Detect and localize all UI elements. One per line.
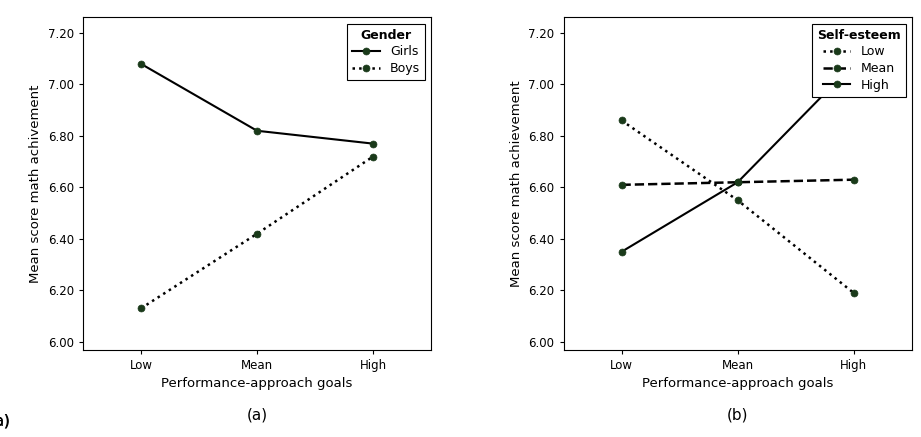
Line: Boys: Boys bbox=[137, 153, 377, 312]
Text: (b): (b) bbox=[0, 413, 11, 428]
Mean bbox=[616, 182, 627, 187]
Boys bbox=[251, 231, 262, 236]
Legend: Girls, Boys: Girls, Boys bbox=[347, 24, 425, 80]
Legend: Low, Mean, High: Low, Mean, High bbox=[811, 24, 905, 97]
Girls bbox=[251, 128, 262, 133]
Boys bbox=[367, 154, 379, 159]
Low bbox=[732, 198, 743, 203]
Mean bbox=[848, 177, 859, 182]
High bbox=[848, 61, 859, 66]
Line: Low: Low bbox=[618, 117, 857, 296]
High bbox=[732, 180, 743, 185]
Y-axis label: Mean score math achivement: Mean score math achivement bbox=[29, 84, 42, 283]
Mean bbox=[732, 180, 743, 185]
Line: Mean: Mean bbox=[618, 176, 857, 188]
High bbox=[616, 249, 627, 254]
Text: (a): (a) bbox=[247, 408, 268, 423]
Girls bbox=[135, 61, 146, 66]
Line: High: High bbox=[618, 60, 857, 255]
X-axis label: Performance-approach goals: Performance-approach goals bbox=[642, 377, 834, 390]
X-axis label: Performance-approach goals: Performance-approach goals bbox=[161, 377, 353, 390]
Girls bbox=[367, 141, 379, 146]
Text: (a): (a) bbox=[0, 413, 10, 428]
Boys bbox=[135, 306, 146, 311]
Low bbox=[616, 118, 627, 123]
Line: Girls: Girls bbox=[137, 60, 377, 147]
Y-axis label: Mean score math achievement: Mean score math achievement bbox=[510, 80, 523, 287]
Low bbox=[848, 290, 859, 295]
Text: (b): (b) bbox=[727, 408, 749, 423]
